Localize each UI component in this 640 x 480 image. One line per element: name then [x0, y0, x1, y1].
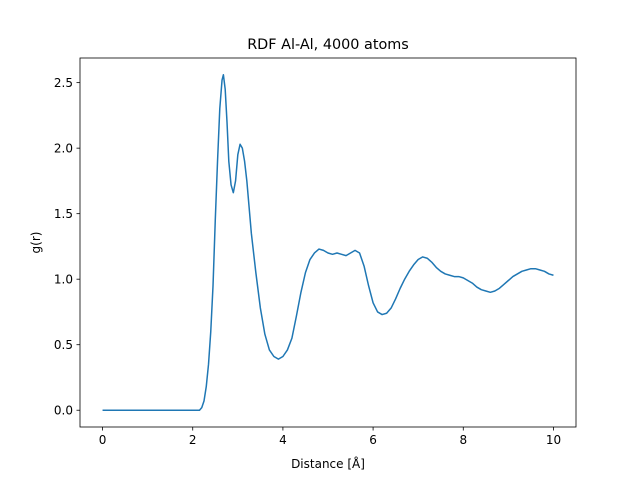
x-tick-label: 8 — [459, 433, 467, 447]
y-axis-ticks: 0.0 0.5 1.0 1.5 2.0 2.5 — [54, 76, 80, 418]
plot-series-group — [102, 74, 554, 411]
y-tick-label: 2.5 — [54, 76, 73, 90]
series-line-gr — [102, 74, 554, 411]
x-axis-ticks: 0 2 4 6 8 10 — [99, 427, 561, 447]
x-tick-label: 4 — [279, 433, 287, 447]
chart-title: RDF Al-Al, 4000 atoms — [247, 37, 409, 53]
x-tick-label: 6 — [369, 433, 377, 447]
y-tick-label: 1.0 — [54, 272, 73, 286]
y-tick-label: 1.5 — [54, 207, 73, 221]
x-tick-label: 0 — [99, 433, 107, 447]
x-tick-label: 10 — [546, 433, 561, 447]
y-tick-label: 2.0 — [54, 141, 73, 155]
x-axis-label: Distance [Å] — [291, 456, 365, 471]
y-tick-label: 0.5 — [54, 338, 73, 352]
y-axis-label: g(r) — [29, 232, 43, 254]
x-tick-label: 2 — [189, 433, 197, 447]
plot-frame — [79, 57, 577, 428]
y-tick-label: 0.0 — [54, 404, 73, 418]
